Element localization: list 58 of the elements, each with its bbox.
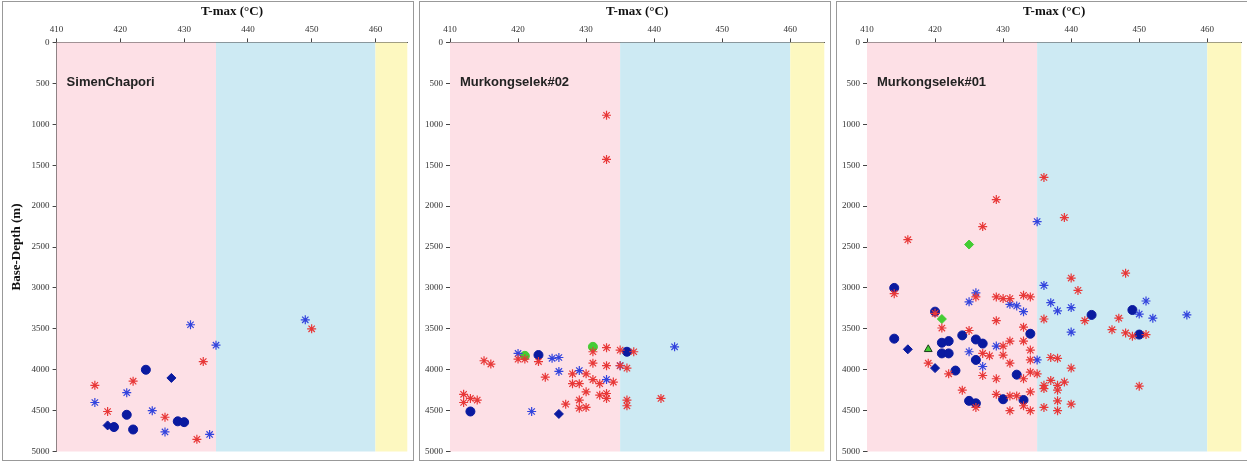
x-tick-label: 440	[647, 24, 662, 35]
y-tick-label: 4000	[31, 364, 51, 375]
y-tick-label: 2000	[425, 200, 444, 211]
y-tick-label: 2500	[425, 241, 444, 252]
x-tick-label: 410	[49, 24, 64, 35]
x-tick-label: 450	[715, 24, 730, 35]
y-tick-label: 1500	[425, 159, 444, 170]
x-tick-label: 460	[783, 24, 798, 35]
annotation: Murkongselek#01	[877, 74, 987, 90]
y-tick-label: 5000	[842, 445, 861, 456]
x-tick-label: 450	[304, 24, 319, 35]
x-tick-label: 440	[1064, 24, 1079, 35]
x-axis-title: T-max (°C)	[200, 3, 264, 19]
x-axis-title: T-max (°C)	[1023, 3, 1086, 19]
x-tick-label: 430	[996, 24, 1011, 35]
y-tick-label: 500	[429, 77, 444, 88]
annotation: SimenChapori	[66, 74, 155, 90]
y-tick-label: 3500	[31, 323, 51, 334]
y-tick-label: 1000	[425, 118, 444, 129]
y-tick-label: 4000	[425, 364, 444, 375]
y-tick-label: 5000	[425, 445, 444, 456]
y-tick-label: 500	[846, 77, 861, 88]
x-tick-label: 410	[443, 24, 458, 35]
y-tick-label: 2500	[842, 241, 861, 252]
y-tick-label: 0	[855, 36, 861, 47]
y-tick-label: 1500	[842, 159, 861, 170]
y-tick-label: 1500	[31, 159, 51, 170]
x-tick-label: 420	[928, 24, 943, 35]
x-tick-label: 440	[241, 24, 256, 35]
y-tick-label: 4500	[842, 405, 861, 416]
x-tick-label: 460	[368, 24, 383, 35]
y-tick-label: 4500	[425, 405, 444, 416]
y-tick-label: 500	[36, 77, 51, 88]
y-tick-label: 0	[438, 36, 444, 47]
x-tick-label: 410	[860, 24, 875, 35]
y-tick-label: 0	[45, 36, 51, 47]
y-tick-label: 2500	[31, 241, 51, 252]
y-tick-label: 4000	[842, 364, 861, 375]
y-tick-label: 4500	[31, 405, 51, 416]
x-tick-label: 430	[579, 24, 594, 35]
y-tick-label: 3000	[31, 282, 51, 293]
annotation: Murkongselek#02	[460, 74, 570, 90]
y-tick-label: 5000	[31, 445, 51, 456]
x-tick-label: 430	[177, 24, 192, 35]
x-tick-label: 460	[1200, 24, 1215, 35]
y-tick-label: 3500	[425, 323, 444, 334]
y-tick-label: 3000	[842, 282, 861, 293]
x-tick-label: 420	[113, 24, 128, 35]
x-tick-label: 450	[1132, 24, 1147, 35]
x-tick-label: 420	[511, 24, 526, 35]
y-tick-label: 1000	[842, 118, 861, 129]
x-axis-title: T-max (°C)	[606, 3, 669, 19]
y-tick-label: 3000	[425, 282, 444, 293]
y-tick-label: 2000	[842, 200, 861, 211]
y-tick-label: 3500	[842, 323, 861, 334]
y-tick-label: 1000	[31, 118, 51, 129]
y-axis-title: Base-Depth (m)	[8, 203, 24, 291]
y-tick-label: 2000	[31, 200, 51, 211]
